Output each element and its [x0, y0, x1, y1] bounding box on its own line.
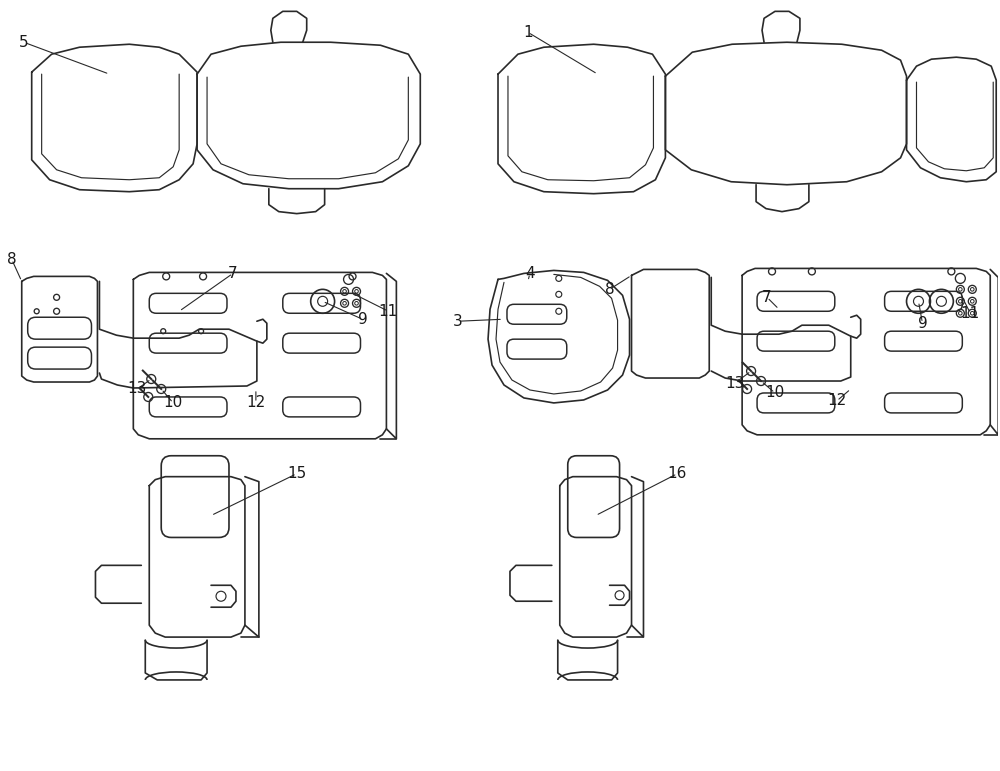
Text: 12: 12 — [827, 393, 846, 409]
Text: 8: 8 — [7, 252, 17, 267]
Text: 15: 15 — [287, 466, 306, 481]
Text: 9: 9 — [918, 316, 927, 331]
Text: 10: 10 — [765, 386, 785, 400]
Text: 12: 12 — [246, 396, 266, 410]
Text: 13: 13 — [725, 375, 745, 390]
Text: 7: 7 — [228, 266, 238, 281]
Text: 10: 10 — [164, 396, 183, 410]
Text: 13: 13 — [128, 382, 147, 396]
Text: 16: 16 — [668, 466, 687, 481]
Text: 4: 4 — [525, 266, 535, 281]
Text: 5: 5 — [19, 35, 29, 50]
Text: 9: 9 — [358, 311, 367, 327]
Text: 11: 11 — [961, 306, 980, 321]
Text: 3: 3 — [453, 314, 463, 328]
Text: 11: 11 — [379, 304, 398, 318]
Text: 1: 1 — [523, 25, 533, 40]
Text: 8: 8 — [605, 282, 614, 297]
Text: 7: 7 — [762, 290, 772, 305]
